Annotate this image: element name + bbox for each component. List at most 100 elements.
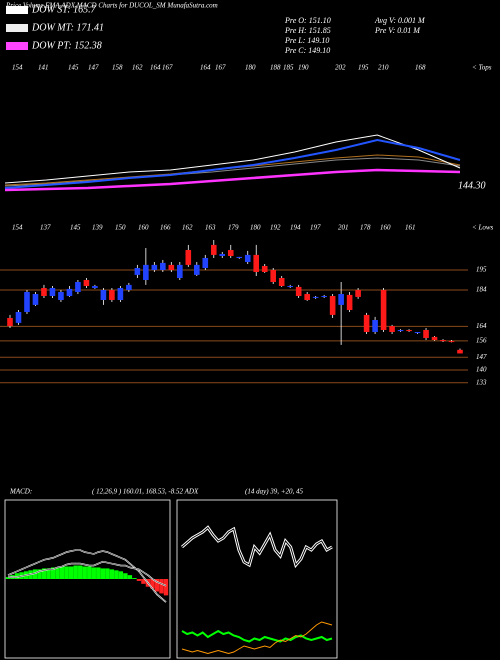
macd-line-core [8, 561, 167, 586]
tops-label: 190 [298, 64, 309, 72]
candle-body [160, 262, 166, 270]
tops-label: 210 [378, 64, 389, 72]
candle-body [397, 330, 404, 332]
candle-body [321, 296, 327, 297]
candle-body [346, 294, 353, 310]
lows-label: 137 [40, 224, 51, 232]
lows-label: 197 [310, 224, 321, 232]
legend-label: DOW PT: 152.38 [31, 40, 102, 51]
lows-label: 154 [12, 224, 23, 232]
macd-bar [105, 568, 110, 579]
macd-label: MACD: [9, 488, 32, 496]
lows-caption: < Lows [472, 224, 494, 232]
candle-body [261, 266, 268, 272]
info: Pre C: 149.10 [284, 46, 330, 55]
y-tick-label: 140 [476, 366, 487, 374]
lows-label: 160 [138, 224, 149, 232]
macd-bar [37, 569, 42, 579]
adx-line [181, 621, 333, 655]
candle-body [227, 250, 234, 256]
lows-label: 162 [182, 224, 193, 232]
candle-body [100, 290, 107, 300]
candle-body [32, 294, 39, 305]
candle-body [270, 270, 277, 282]
info: Pre L: 149.10 [284, 36, 329, 45]
tops-label: 158 [112, 64, 123, 72]
candle-body [448, 341, 455, 343]
lows-label: 163 [205, 224, 216, 232]
macd-line-core [7, 549, 167, 603]
candle-body [75, 282, 81, 292]
ema-line [4, 138, 461, 189]
macd-bar [141, 579, 146, 584]
tops-label: 145 [68, 64, 79, 72]
info: Avg V: 0.001 M [374, 16, 426, 25]
candle-body [406, 330, 412, 332]
candle-body [117, 288, 124, 300]
y-tick-label: 147 [476, 353, 487, 361]
macd-bar [150, 579, 155, 589]
y-tick-label: 156 [476, 337, 487, 345]
candle-body [41, 288, 47, 296]
macd-bar [78, 565, 83, 579]
macd-bar [73, 565, 78, 579]
lows-label: 139 [92, 224, 103, 232]
y-tick-label: 164 [476, 322, 487, 330]
candle-body [185, 250, 192, 265]
lows-label: 178 [360, 224, 371, 232]
macd-bar [46, 568, 51, 579]
candle-body [177, 264, 183, 278]
candle-body [193, 264, 200, 275]
candle-body [109, 290, 115, 300]
lows-label: 180 [250, 224, 261, 232]
lows-label: 194 [290, 224, 301, 232]
tops-label: 141 [38, 64, 49, 72]
macd-bar [132, 578, 137, 579]
macd-bar [91, 567, 96, 579]
macd-bar [136, 579, 142, 581]
candle-body [389, 326, 395, 332]
chart-title: Price,Volume,EMA,ADX,MACD Charts for DUC… [5, 2, 218, 10]
tops-label: 188 [270, 64, 281, 72]
macd-bar [14, 573, 20, 579]
candle-body [66, 288, 73, 296]
candle-body [143, 264, 149, 280]
candle-body [92, 286, 98, 288]
last-value: 144.30 [458, 180, 486, 191]
candle-body [83, 280, 90, 286]
ema-line [4, 168, 461, 192]
tops-label: 147 [88, 64, 99, 72]
candle-body [329, 296, 336, 315]
adx-params: (14 day) 39, +20, 45 [245, 488, 303, 496]
tops-label: 180 [245, 64, 256, 72]
macd-bar [87, 566, 92, 579]
macd-bar [127, 575, 133, 579]
tops-caption: < Tops [472, 64, 492, 72]
lows-label: 166 [160, 224, 171, 232]
candle-body [355, 290, 361, 297]
candle-body [287, 286, 293, 287]
candle-body [304, 294, 310, 300]
candle-body [423, 330, 429, 338]
tops-label: 154 [12, 64, 23, 72]
candle-body [253, 254, 260, 272]
adx-frame [176, 499, 338, 659]
candle-body [440, 340, 446, 342]
info: Pre V: 0.01 M [374, 26, 421, 35]
candle-body [380, 290, 387, 330]
candle-body [414, 332, 421, 334]
candle-body [219, 254, 226, 256]
legend-label: DOW ST: 165.7 [31, 4, 97, 15]
candle-body [457, 349, 463, 354]
macd-bar [109, 569, 115, 579]
candle-body [338, 294, 344, 305]
candle-body [363, 314, 370, 332]
lows-label: 160 [380, 224, 391, 232]
tops-label: 195 [358, 64, 369, 72]
candle-body [58, 292, 64, 300]
macd-bar [5, 577, 11, 579]
info: Pre O: 151.10 [284, 16, 331, 25]
